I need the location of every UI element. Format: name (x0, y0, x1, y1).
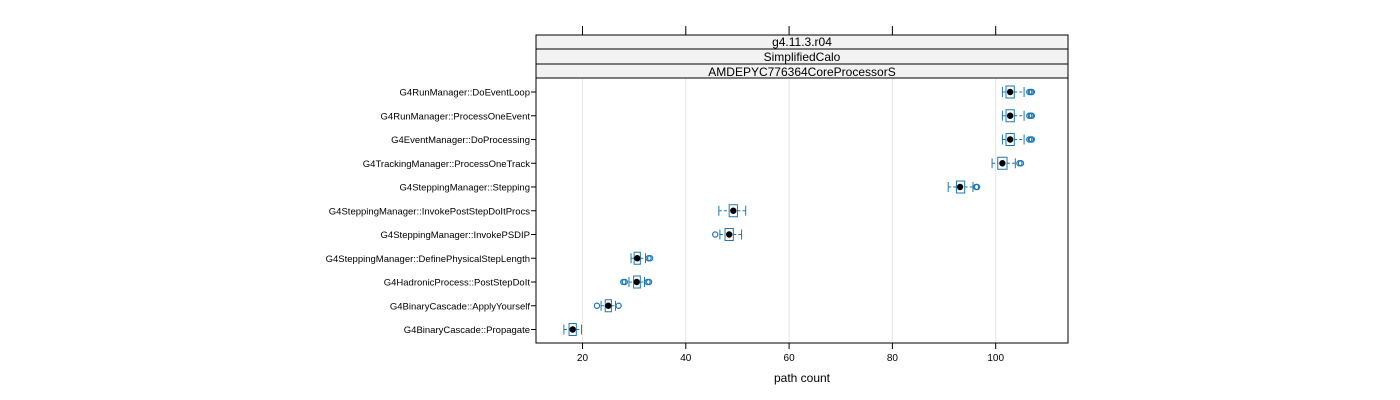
x-tick-label: 80 (887, 353, 899, 364)
box-row-1 (1001, 109, 1036, 123)
outlier-point (593, 302, 601, 309)
box-row-7 (630, 251, 654, 265)
x-axis-title: path count (774, 371, 831, 385)
category-label: G4SteppingManager::InvokePostStepDoItPro… (329, 206, 530, 217)
median-dot (634, 255, 641, 262)
y-axis-labels: G4RunManager::DoEventLoopG4RunManager::P… (326, 88, 536, 336)
median-dot (725, 231, 733, 238)
outlier-point (1028, 88, 1036, 96)
median-dot (633, 278, 640, 286)
category-label: G4SteppingManager::InvokePSDIP (381, 230, 530, 241)
outlier-point (621, 278, 629, 286)
box-row-4 (947, 180, 981, 194)
outlier-point (645, 278, 653, 286)
x-tick-label: 60 (784, 353, 796, 364)
category-label: G4SteppingManager::Stepping (400, 183, 530, 194)
outlier-point (712, 231, 719, 238)
category-label: G4TrackingManager::ProcessOneTrack (363, 159, 530, 170)
outlier-point (1028, 136, 1036, 143)
x-tick-label: 20 (577, 353, 589, 364)
category-label: G4RunManager::DoEventLoop (400, 88, 530, 99)
category-label: G4SteppingManager::DefinePhysicalStepLen… (326, 254, 530, 265)
box-row-10 (563, 323, 582, 336)
box-row-5 (718, 204, 747, 218)
strip-label-2: SimplifiedCalo (764, 50, 841, 64)
outlier-point (615, 302, 622, 309)
box-row-9 (593, 299, 622, 313)
x-tick-label: 100 (987, 353, 1004, 364)
boxplots (563, 85, 1036, 336)
median-dot (569, 326, 576, 333)
category-label: G4HadronicProcess::PostStepDoIt (384, 278, 531, 289)
category-label: G4EventManager::DoProcessing (391, 135, 530, 146)
category-label: G4RunManager::ProcessOneEvent (381, 111, 531, 122)
x-axis: 20 40 60 80 100 (577, 26, 1004, 364)
median-dot (999, 160, 1006, 167)
strip-label-3: AMDEPYC776364CoreProcessorS (708, 65, 895, 79)
outlier-point (973, 183, 981, 191)
box-row-6 (712, 228, 743, 241)
median-dot (605, 302, 612, 309)
outlier-point (646, 255, 654, 262)
category-label: G4BinaryCascade::ApplyYourself (390, 301, 530, 312)
x-tick-label: 40 (680, 353, 692, 364)
box-row-2 (1001, 133, 1036, 146)
median-dot (1006, 136, 1014, 143)
median-dot (1006, 112, 1014, 119)
grid-lines (581, 78, 997, 343)
box-row-3 (991, 156, 1025, 170)
outlier-point (1028, 112, 1036, 119)
box-row-0 (1001, 85, 1036, 99)
outlier-point (1017, 160, 1025, 167)
median-dot (1006, 88, 1014, 96)
category-label: G4BinaryCascade::Propagate (404, 325, 530, 336)
strip-headers: g4.11.3.r04 SimplifiedCalo AMDEPYC776364… (535, 34, 1069, 79)
box-row-8 (620, 275, 653, 289)
median-dot (956, 183, 964, 191)
strip-label-1: g4.11.3.r04 (772, 35, 832, 49)
median-dot (730, 207, 737, 214)
